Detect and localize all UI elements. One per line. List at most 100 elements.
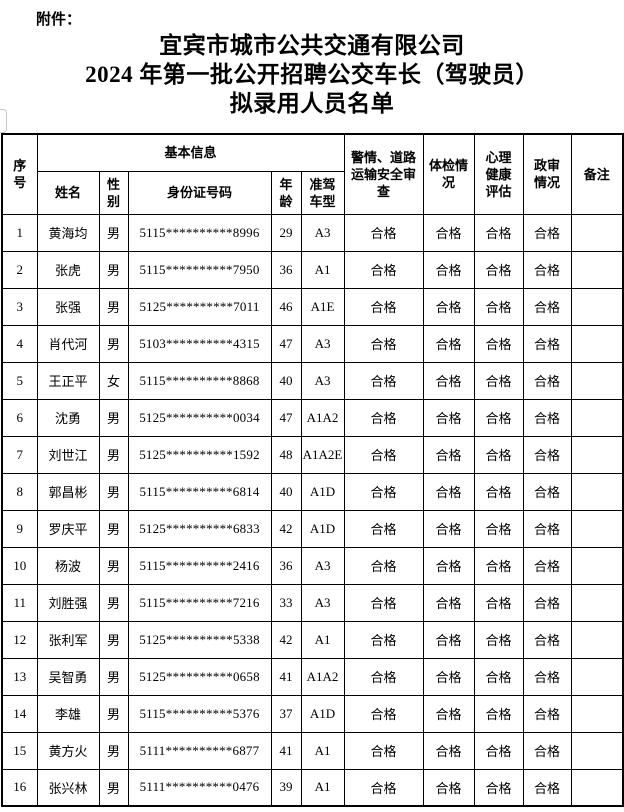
cell-gender: 男	[98, 472, 129, 511]
cell-name: 张强	[36, 287, 100, 326]
cell-no: 9	[1, 509, 38, 548]
cell-physical: 合格	[422, 509, 475, 548]
cell-name: 刘世江	[36, 435, 100, 474]
cell-remark	[570, 324, 624, 363]
cell-mental: 合格	[473, 361, 524, 400]
cell-id: 5111**********0476	[127, 768, 272, 807]
cell-political: 合格	[522, 657, 572, 696]
cell-political: 合格	[522, 250, 572, 289]
cell-security: 合格	[343, 213, 424, 252]
cell-gender: 男	[98, 620, 129, 659]
cell-political: 合格	[522, 324, 572, 363]
cell-political: 合格	[522, 768, 572, 807]
cell-physical: 合格	[422, 472, 475, 511]
cell-no: 15	[1, 731, 38, 770]
cell-physical: 合格	[422, 213, 475, 252]
cell-no: 3	[1, 287, 38, 326]
cell-license: A1	[300, 768, 345, 807]
cell-name: 郭昌彬	[36, 472, 100, 511]
cell-mental: 合格	[473, 213, 524, 252]
cell-physical: 合格	[422, 694, 475, 733]
cell-license: A1D	[300, 694, 345, 733]
table-header: 序号 基本信息 警情、道路运输安全审查 体检情况 心理健康评估 政审情况 备注 …	[1, 133, 624, 215]
header-name: 姓名	[36, 170, 100, 215]
cell-remark	[570, 768, 624, 807]
header-physical-exam: 体检情况	[422, 133, 475, 215]
cell-age: 36	[270, 250, 302, 289]
cell-name: 刘胜强	[36, 583, 100, 622]
cell-id: 5115**********2416	[127, 546, 272, 585]
cell-name: 吴智勇	[36, 657, 100, 696]
cell-physical: 合格	[422, 583, 475, 622]
cell-no: 1	[1, 213, 38, 252]
cell-age: 46	[270, 287, 302, 326]
cell-age: 36	[270, 546, 302, 585]
header-political-review: 政审情况	[522, 133, 572, 215]
table-row: 7 刘世江男 5125**********1592 48 A1A2E 合格 合格 合格 合格	[1, 435, 624, 474]
cell-gender: 男	[98, 694, 129, 733]
cell-name: 黄海均	[36, 213, 100, 252]
cell-mental: 合格	[473, 435, 524, 474]
cell-gender: 男	[98, 509, 129, 548]
cell-id: 5125**********5338	[127, 620, 272, 659]
cell-remark	[570, 287, 624, 326]
cell-id: 5115**********5376	[127, 694, 272, 733]
roster-table: 序号 基本信息 警情、道路运输安全审查 体检情况 心理健康评估 政审情况 备注 …	[1, 133, 624, 807]
cell-political: 合格	[522, 287, 572, 326]
cell-security: 合格	[343, 768, 424, 807]
cell-mental: 合格	[473, 657, 524, 696]
cell-license: A3	[300, 361, 345, 400]
cell-age: 40	[270, 361, 302, 400]
cell-gender: 男	[98, 213, 129, 252]
cell-no: 6	[1, 398, 38, 437]
table-row: 14 李雄男 5115**********5376 37 A1D 合格 合格 合格 合格	[1, 694, 624, 733]
cell-gender: 男	[98, 287, 129, 326]
cell-physical: 合格	[422, 250, 475, 289]
cell-physical: 合格	[422, 546, 475, 585]
cell-remark	[570, 657, 624, 696]
cell-license: A1D	[300, 472, 345, 511]
cell-license: A1	[300, 620, 345, 659]
cell-physical: 合格	[422, 398, 475, 437]
cell-gender: 女	[98, 361, 129, 400]
cell-security: 合格	[343, 361, 424, 400]
cell-political: 合格	[522, 213, 572, 252]
cell-id: 5111**********6877	[127, 731, 272, 770]
cell-political: 合格	[522, 546, 572, 585]
cell-license: A3	[300, 546, 345, 585]
roster-table-body: 1 黄海均男 5115**********8996 29 A3 合格 合格 合格 合格 2 张虎男 5…	[1, 213, 624, 807]
cell-remark	[570, 509, 624, 548]
cell-remark	[570, 472, 624, 511]
cell-remark	[570, 250, 624, 289]
cell-license: A1E	[300, 287, 345, 326]
cell-security: 合格	[343, 694, 424, 733]
cell-id: 5125**********0034	[127, 398, 272, 437]
cell-id: 5125**********0658	[127, 657, 272, 696]
cell-remark	[570, 731, 624, 770]
table-row: 1 黄海均男 5115**********8996 29 A3 合格 合格 合格 合格	[1, 213, 624, 252]
cell-license: A1A2	[300, 398, 345, 437]
cell-political: 合格	[522, 694, 572, 733]
cell-id: 5115**********7216	[127, 583, 272, 622]
cell-age: 47	[270, 398, 302, 437]
cell-license: A1A2E	[300, 435, 345, 474]
cell-no: 10	[1, 546, 38, 585]
cell-name: 沈勇	[36, 398, 100, 437]
cell-license: A1D	[300, 509, 345, 548]
cell-political: 合格	[522, 731, 572, 770]
attachment-label: 附件：	[36, 11, 82, 28]
title-line-recruitment: 2024 年第一批公开招聘公交车长（驾驶员）	[85, 62, 539, 87]
header-security-review: 警情、道路运输安全审查	[343, 133, 424, 215]
cell-security: 合格	[343, 731, 424, 770]
cell-remark	[570, 213, 624, 252]
header-license-type: 准驾车型	[300, 170, 345, 215]
cell-security: 合格	[343, 509, 424, 548]
cell-physical: 合格	[422, 361, 475, 400]
cell-mental: 合格	[473, 324, 524, 363]
cell-remark	[570, 361, 624, 400]
cell-gender: 男	[98, 435, 129, 474]
cell-name: 肖代河	[36, 324, 100, 363]
cell-physical: 合格	[422, 324, 475, 363]
header-mental-health: 心理健康评估	[473, 133, 524, 215]
header-basic-info: 基本信息	[36, 133, 345, 172]
